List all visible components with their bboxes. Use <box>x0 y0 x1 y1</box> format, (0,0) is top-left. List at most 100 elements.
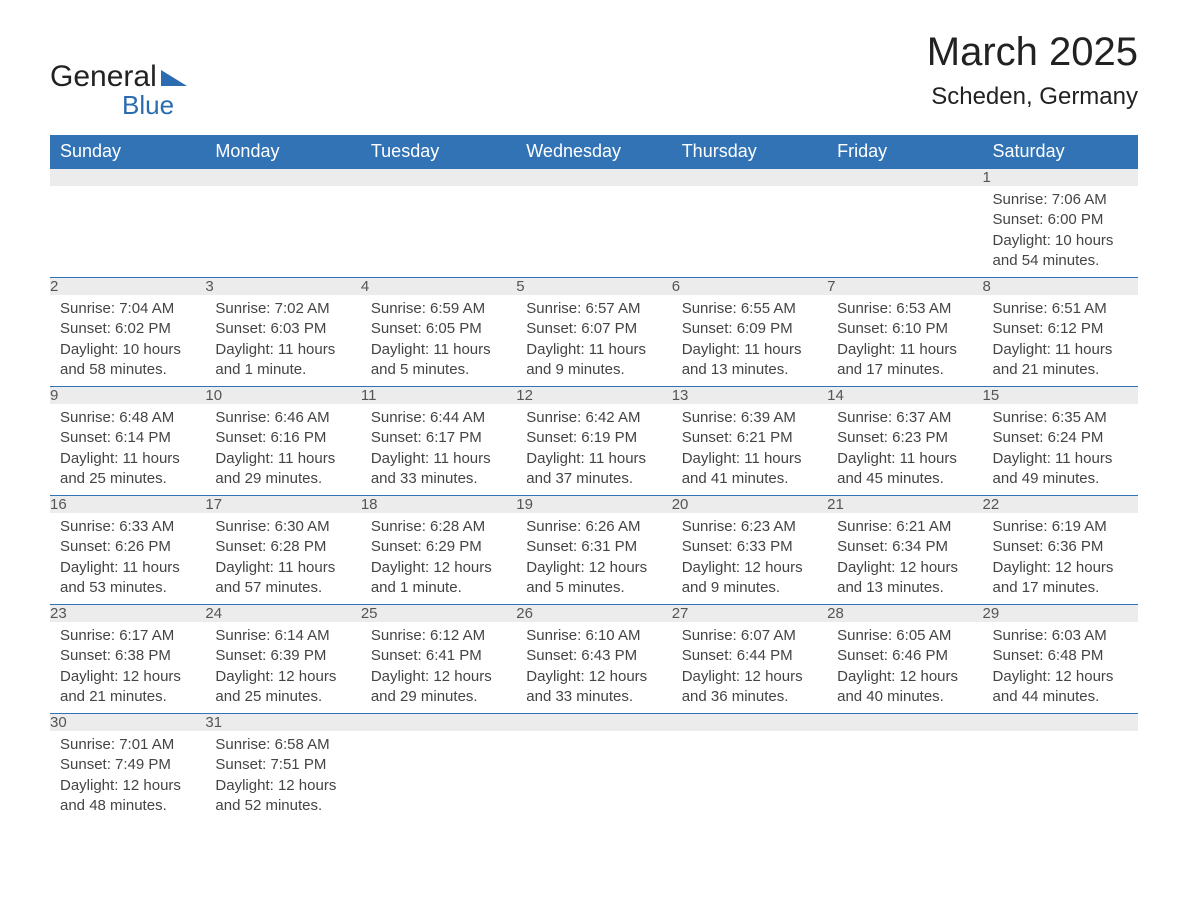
day-body-row: Sunrise: 7:01 AMSunset: 7:49 PMDaylight:… <box>50 731 1138 822</box>
daynum-row: 9101112131415 <box>50 387 1138 405</box>
sunrise-line: Sunrise: 6:05 AM <box>837 627 951 644</box>
day-cell: Sunrise: 7:04 AMSunset: 6:02 PMDaylight:… <box>50 295 205 387</box>
logo-word1: General <box>50 60 157 94</box>
day-cell <box>516 731 671 822</box>
sunrise-line: Sunrise: 6:26 AM <box>526 518 640 535</box>
daylight-line: Daylight: 12 hours and 48 minutes. <box>60 777 181 814</box>
daylight-line: Daylight: 11 hours and 57 minutes. <box>215 559 335 596</box>
day-number-cell <box>50 169 205 187</box>
daylight-line: Daylight: 11 hours and 1 minute. <box>215 341 335 378</box>
sunset-line: Sunset: 6:23 PM <box>837 429 948 446</box>
sunrise-line: Sunrise: 6:53 AM <box>837 300 951 317</box>
sunset-line: Sunset: 6:39 PM <box>215 647 326 664</box>
sunrise-line: Sunrise: 6:10 AM <box>526 627 640 644</box>
location-label: Scheden, Germany <box>927 83 1138 111</box>
day-body-row: Sunrise: 6:33 AMSunset: 6:26 PMDaylight:… <box>50 513 1138 605</box>
day-cell: Sunrise: 6:48 AMSunset: 6:14 PMDaylight:… <box>50 404 205 496</box>
daylight-line: Daylight: 11 hours and 5 minutes. <box>371 341 491 378</box>
daynum-row: 23242526272829 <box>50 605 1138 623</box>
daylight-line: Daylight: 12 hours and 5 minutes. <box>526 559 647 596</box>
sunrise-line: Sunrise: 6:17 AM <box>60 627 174 644</box>
sunset-line: Sunset: 6:02 PM <box>60 320 171 337</box>
day-number-cell: 22 <box>983 496 1138 514</box>
daylight-line: Daylight: 12 hours and 52 minutes. <box>215 777 336 814</box>
calendar-body: 1Sunrise: 7:06 AMSunset: 6:00 PMDaylight… <box>50 169 1138 823</box>
daylight-line: Daylight: 10 hours and 54 minutes. <box>993 232 1114 269</box>
sunset-line: Sunset: 6:12 PM <box>993 320 1104 337</box>
daynum-row: 2345678 <box>50 278 1138 296</box>
logo-triangle-icon <box>161 70 187 86</box>
day-number-cell <box>672 714 827 732</box>
day-cell <box>205 186 360 278</box>
sunrise-line: Sunrise: 6:39 AM <box>682 409 796 426</box>
sunrise-line: Sunrise: 6:58 AM <box>215 736 329 753</box>
sunset-line: Sunset: 6:14 PM <box>60 429 171 446</box>
day-number-cell: 10 <box>205 387 360 405</box>
sunset-line: Sunset: 6:38 PM <box>60 647 171 664</box>
daylight-line: Daylight: 11 hours and 33 minutes. <box>371 450 491 487</box>
day-cell: Sunrise: 6:55 AMSunset: 6:09 PMDaylight:… <box>672 295 827 387</box>
daylight-line: Daylight: 12 hours and 40 minutes. <box>837 668 958 705</box>
day-number-cell <box>983 714 1138 732</box>
sunset-line: Sunset: 6:07 PM <box>526 320 637 337</box>
day-number-cell: 24 <box>205 605 360 623</box>
day-body-row: Sunrise: 6:48 AM Sunset: 6:14 PM Daylight:… <box>50 404 1138 496</box>
weekday-thursday: Thursday <box>672 135 827 169</box>
sunrise-line: Sunrise: 6:59 AM <box>371 300 485 317</box>
day-cell: Sunrise: 6:57 AMSunset: 6:07 PMDaylight:… <box>516 295 671 387</box>
day-number-cell: 18 <box>361 496 516 514</box>
sunset-line: Sunset: 6:26 PM <box>60 538 171 555</box>
sunrise-line: Sunrise: 6:21 AM <box>837 518 951 535</box>
day-cell: Sunrise: 6:07 AMSunset: 6:44 PMDaylight:… <box>672 622 827 714</box>
weekday-monday: Monday <box>205 135 360 169</box>
daylight-line: Daylight: 12 hours and 33 minutes. <box>526 668 647 705</box>
day-cell: Sunrise: 7:02 AM Sunset: 6:03 PM Daylight:… <box>205 295 360 387</box>
daylight-line: Daylight: 12 hours and 25 minutes. <box>215 668 336 705</box>
day-cell: Sunrise: 6:23 AMSunset: 6:33 PMDaylight:… <box>672 513 827 605</box>
weekday-friday: Friday <box>827 135 982 169</box>
daylight-line: Daylight: 11 hours and 17 minutes. <box>837 341 957 378</box>
daylight-line: Daylight: 11 hours and 13 minutes. <box>682 341 802 378</box>
day-cell: Sunrise: 6:33 AMSunset: 6:26 PMDaylight:… <box>50 513 205 605</box>
day-number-cell: 15 <box>983 387 1138 405</box>
daylight-line: Daylight: 11 hours and 21 minutes. <box>993 341 1113 378</box>
day-cell: Sunrise: 6:19 AMSunset: 6:36 PMDaylight:… <box>983 513 1138 605</box>
sunset-line: Sunset: 6:16 PM <box>215 429 326 446</box>
daylight-line: Daylight: 12 hours and 36 minutes. <box>682 668 803 705</box>
daylight-line: Daylight: 10 hours and 58 minutes. <box>60 341 181 378</box>
sunset-line: Sunset: 6:03 PM <box>215 320 326 337</box>
day-number-cell: 14 <box>827 387 982 405</box>
sunrise-line: Sunrise: 7:02 AM <box>215 300 329 317</box>
sunset-line: Sunset: 6:31 PM <box>526 538 637 555</box>
day-number-cell: 13 <box>672 387 827 405</box>
day-cell: Sunrise: 6:14 AMSunset: 6:39 PMDaylight:… <box>205 622 360 714</box>
weekday-sunday: Sunday <box>50 135 205 169</box>
day-number-cell <box>516 714 671 732</box>
day-number-cell: 17 <box>205 496 360 514</box>
day-cell: Sunrise: 6:30 AMSunset: 6:28 PMDaylight:… <box>205 513 360 605</box>
day-number-cell: 6 <box>672 278 827 296</box>
day-number-cell: 7 <box>827 278 982 296</box>
daylight-line: Daylight: 12 hours and 44 minutes. <box>993 668 1114 705</box>
day-cell: Sunrise: 6:28 AMSunset: 6:29 PMDaylight:… <box>361 513 516 605</box>
sunset-line: Sunset: 6:21 PM <box>682 429 793 446</box>
sunrise-line: Sunrise: 6:46 AM <box>215 409 329 426</box>
day-number-cell: 5 <box>516 278 671 296</box>
sunset-line: Sunset: 6:28 PM <box>215 538 326 555</box>
day-cell: Sunrise: 6:12 AMSunset: 6:41 PMDaylight:… <box>361 622 516 714</box>
day-cell: Sunrise: 6:42 AMSunset: 6:19 PMDaylight:… <box>516 404 671 496</box>
day-cell <box>516 186 671 278</box>
sunrise-line: Sunrise: 6:12 AM <box>371 627 485 644</box>
sunrise-line: Sunrise: 6:44 AM <box>371 409 485 426</box>
daylight-line: Daylight: 11 hours and 37 minutes. <box>526 450 646 487</box>
sunrise-line: Sunrise: 6:35 AM <box>993 409 1107 426</box>
daylight-line: Daylight: 11 hours and 45 minutes. <box>837 450 957 487</box>
weekday-wednesday: Wednesday <box>516 135 671 169</box>
sunset-line: Sunset: 6:33 PM <box>682 538 793 555</box>
day-cell: Sunrise: 7:06 AMSunset: 6:00 PMDaylight:… <box>983 186 1138 278</box>
day-cell: Sunrise: 6:39 AMSunset: 6:21 PMDaylight:… <box>672 404 827 496</box>
sunset-line: Sunset: 7:51 PM <box>215 756 326 773</box>
sunrise-line: Sunrise: 6:48 AM <box>60 409 174 426</box>
day-cell: Sunrise: 6:21 AMSunset: 6:34 PMDaylight:… <box>827 513 982 605</box>
day-number-cell: 26 <box>516 605 671 623</box>
